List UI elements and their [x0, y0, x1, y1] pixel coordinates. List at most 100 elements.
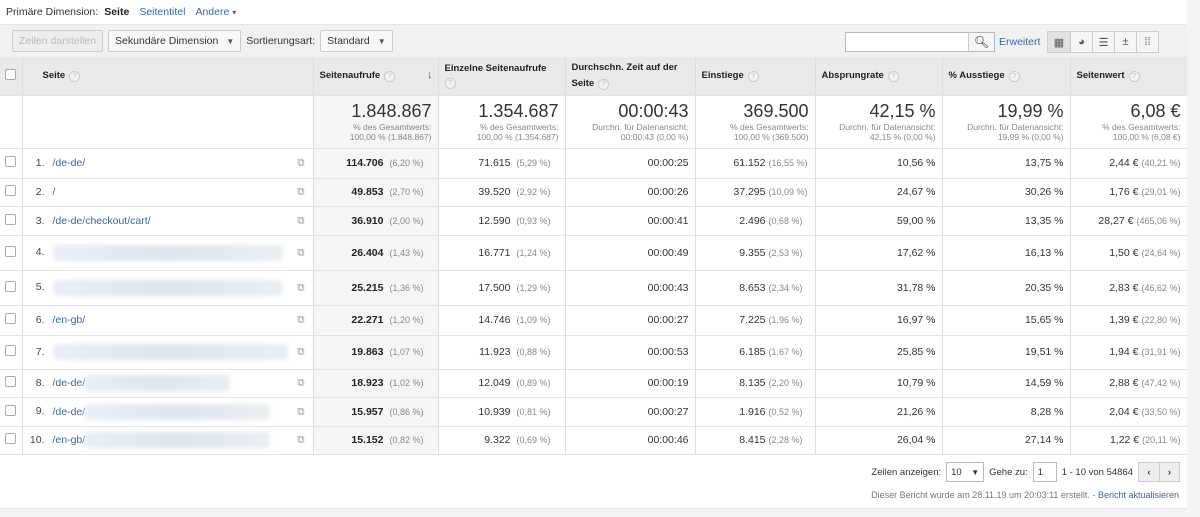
unique-pageviews-percent: (0,93 %)	[516, 215, 551, 226]
dimension-andere[interactable]: Andere ▾	[195, 6, 236, 18]
open-external-icon[interactable]: ⧉	[297, 186, 305, 198]
sort-type-dropdown[interactable]: Standard ▼	[320, 30, 393, 52]
pivot-icon[interactable]: ⁞⁞	[1136, 32, 1158, 52]
bar-icon[interactable]: ☰	[1092, 32, 1114, 52]
bounce-rate-value: 10,56 %	[896, 157, 936, 169]
page-link[interactable]: /en-gb/	[52, 433, 86, 446]
help-icon[interactable]: ?	[887, 70, 899, 82]
page-value-percent: (20,11 %)	[1142, 435, 1181, 445]
table-row: 1. /de-de/ ⧉ 114.706 (6,20 %) 71.615 (5,29 %…	[0, 148, 1188, 179]
row-checkbox[interactable]	[5, 313, 17, 324]
column-label: Einzelne Seitenaufrufe	[444, 63, 547, 74]
refresh-report-link[interactable]: Bericht aktualisieren	[1097, 490, 1179, 500]
scrollbar-track[interactable]	[1187, 0, 1200, 517]
open-external-icon[interactable]: ⧉	[297, 377, 305, 389]
row-checkbox[interactable]	[5, 213, 17, 225]
open-external-icon[interactable]: ⧉	[297, 247, 305, 258]
row-checkbox[interactable]	[5, 433, 17, 444]
page-link[interactable]: /de-de/	[52, 157, 86, 169]
row-checkbox[interactable]	[5, 376, 17, 387]
total-value: 42,15 %	[869, 101, 936, 121]
page-value: 1,94 €	[1109, 346, 1139, 358]
open-external-icon[interactable]: ⧉	[297, 346, 305, 358]
total-value: 19,99 %	[997, 101, 1064, 121]
rows-per-page-select[interactable]: 10 ▼	[946, 462, 985, 482]
search-icon[interactable]: 🔍︎	[968, 33, 994, 51]
table-row: 4. ⧉ 26.404 (1,43 %) 16.771 (1,24 %) 00:00:…	[0, 235, 1188, 271]
row-checkbox[interactable]	[5, 185, 17, 196]
andere-label: Andere	[195, 6, 230, 18]
unique-pageviews-percent: (1,09 %)	[516, 315, 551, 325]
pie-icon[interactable]: ◕	[1070, 32, 1092, 52]
page-cell: 2. / ⧉	[22, 178, 314, 207]
column-header-einstiege[interactable]: Einstiege?	[695, 57, 816, 96]
help-icon[interactable]: ?	[747, 70, 759, 82]
open-external-icon[interactable]: ⧉	[297, 157, 305, 169]
column-header-seitenwert[interactable]: Seitenwert?	[1070, 57, 1188, 96]
column-header-seite[interactable]: Seite?	[22, 57, 314, 96]
page-link[interactable]: /	[52, 186, 56, 198]
total-detail: 100,00 % (1.354.687)	[476, 132, 559, 142]
toolbar: Zeilen darstellen Sekundäre Dimension ▼ S…	[0, 25, 1187, 57]
exit-rate-value: 13,35 %	[1024, 214, 1064, 227]
page-cell: 9. /de-de/ ⧉	[22, 397, 314, 427]
page-link[interactable]: /en-gb/	[52, 314, 86, 326]
column-header-seitenaufrufe[interactable]: Seitenaufrufe? ↓	[313, 57, 439, 96]
help-icon[interactable]: ?	[598, 78, 610, 90]
help-icon[interactable]: ?	[1128, 70, 1140, 82]
row-checkbox[interactable]	[5, 245, 17, 257]
page-link[interactable]: /de-de/checkout/cart/	[52, 214, 151, 227]
help-icon[interactable]: ?	[69, 70, 81, 82]
row-checkbox[interactable]	[5, 156, 17, 167]
pageviews-value: 49.853	[351, 186, 384, 198]
column-header-ausstiege[interactable]: % Ausstiege?	[942, 57, 1071, 96]
total-value: 369.500	[743, 101, 809, 121]
total-cell: 1.354.687% des Gesamtwerts: 100,00 % (1.3…	[438, 95, 566, 149]
row-checkbox[interactable]	[5, 280, 17, 292]
bounce-rate-value: 24,67 %	[896, 186, 936, 198]
help-icon[interactable]: ?	[444, 78, 456, 89]
column-header-absprungrate[interactable]: Absprungrate?	[815, 57, 943, 96]
pageviews-value: 36.910	[351, 214, 384, 227]
table-search: 🔍︎	[845, 32, 995, 52]
page-link[interactable]: /de-de/	[52, 376, 86, 389]
page-value: 1,39 €	[1109, 314, 1139, 326]
help-icon[interactable]: ?	[1008, 70, 1020, 82]
pageviews-value: 26.404	[351, 246, 384, 259]
sort-type-value: Standard	[327, 35, 370, 47]
open-external-icon[interactable]: ⧉	[297, 314, 305, 326]
plot-rows-button[interactable]: Zeilen darstellen	[12, 30, 104, 52]
unique-pageviews-value: 39.520	[478, 186, 511, 198]
advanced-filter-link[interactable]: Erweitert	[999, 36, 1041, 48]
row-checkbox[interactable]	[5, 345, 17, 356]
open-external-icon[interactable]: ⧉	[297, 282, 305, 293]
comparison-icon[interactable]: ±	[1114, 32, 1136, 52]
row-checkbox[interactable]	[5, 404, 17, 416]
search-input[interactable]	[846, 33, 966, 51]
next-page-button[interactable]: ›	[1159, 463, 1179, 481]
dimension-seite[interactable]: Seite	[104, 6, 130, 18]
dimension-seitentitel[interactable]: Seitentitel	[139, 6, 186, 18]
total-detail: 100,00 % (369.500)	[733, 132, 809, 142]
goto-input[interactable]: 1	[1032, 462, 1057, 482]
column-header-durchschn-zeit[interactable]: Durchschn. Zeit auf der Seite?	[565, 57, 696, 96]
table-row: 5. ⧉ 25.215 (1,36 %) 17.500 (1,29 %) 00:00:…	[0, 270, 1188, 306]
page-link[interactable]: /de-de/	[52, 405, 86, 418]
open-external-icon[interactable]: ⧉	[297, 215, 305, 226]
view-switcher: ▦ ◕ ☰ ± ⁞⁞	[1047, 31, 1159, 53]
help-icon[interactable]: ?	[384, 70, 396, 82]
entrances-percent: (2,34 %)	[768, 282, 803, 293]
report-note: Dieser Bericht wurde am 28.11.19 um 20:0…	[871, 490, 1179, 500]
column-header-einzelne-seitenaufrufe[interactable]: Einzelne Seitenaufrufe?	[438, 57, 566, 96]
secondary-dimension-dropdown[interactable]: Sekundäre Dimension ▼	[108, 30, 242, 52]
open-external-icon[interactable]: ⧉	[297, 434, 305, 446]
row-number: 7.	[35, 345, 45, 358]
row-number: 3.	[35, 214, 45, 227]
prev-page-button[interactable]: ‹	[1139, 463, 1159, 481]
pageviews-percent: (6,20 %)	[389, 158, 424, 168]
unique-pageviews-percent: (0,89 %)	[516, 378, 551, 388]
pageviews-percent: (2,70 %)	[389, 187, 424, 197]
select-all-checkbox[interactable]	[5, 68, 17, 80]
open-external-icon[interactable]: ⧉	[297, 406, 305, 417]
table-icon[interactable]: ▦	[1048, 32, 1070, 52]
